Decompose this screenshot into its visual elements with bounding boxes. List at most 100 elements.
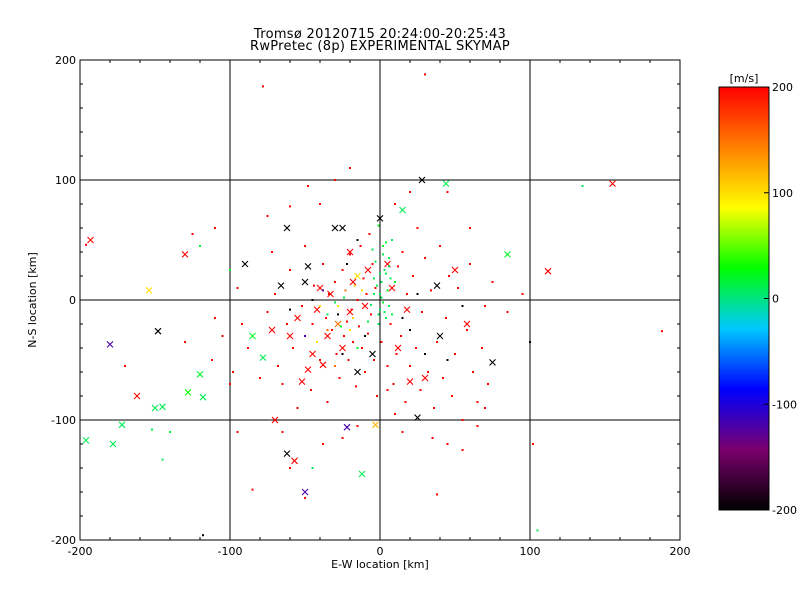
data-point-dot bbox=[236, 287, 239, 289]
data-point-dot bbox=[319, 359, 321, 361]
data-point-dot bbox=[380, 296, 383, 299]
x-tick-label: 100 bbox=[520, 545, 541, 558]
data-point-dot bbox=[361, 289, 363, 292]
data-point-dot bbox=[313, 284, 315, 287]
data-point-dot bbox=[491, 281, 494, 283]
data-point-dot bbox=[377, 313, 380, 316]
data-point-dot bbox=[247, 347, 249, 349]
data-point-dot bbox=[310, 389, 312, 391]
data-point-dot bbox=[296, 407, 299, 409]
colorbar-tick-label: -200 bbox=[772, 504, 797, 517]
data-point-cross bbox=[436, 332, 444, 340]
data-point-cross bbox=[283, 224, 291, 232]
data-point-dot bbox=[368, 233, 371, 235]
data-point-dot bbox=[377, 323, 380, 325]
data-point-dot bbox=[271, 251, 273, 253]
data-point-dot bbox=[341, 269, 344, 271]
data-point-dot bbox=[386, 389, 389, 391]
data-point-dot bbox=[341, 353, 344, 355]
data-point-cross bbox=[196, 371, 204, 378]
data-point-cross bbox=[82, 437, 90, 444]
data-point-cross bbox=[346, 248, 354, 256]
data-point-dot bbox=[301, 305, 303, 307]
data-point-dot bbox=[346, 320, 348, 323]
data-point-dot bbox=[337, 313, 339, 316]
data-point-dot bbox=[382, 301, 384, 304]
data-point-cross bbox=[403, 306, 411, 313]
y-tick-label: 0 bbox=[69, 294, 76, 307]
data-point-dot bbox=[319, 305, 321, 307]
data-point-dot bbox=[427, 371, 429, 373]
y-tick-label: -200 bbox=[51, 534, 76, 547]
data-point-dot bbox=[229, 383, 231, 385]
data-point-dot bbox=[286, 323, 288, 325]
x-tick-label: 200 bbox=[670, 545, 691, 558]
data-point-cross bbox=[301, 278, 309, 286]
data-point-dot bbox=[319, 203, 321, 205]
data-point-dot bbox=[388, 265, 390, 268]
data-point-dot bbox=[433, 407, 435, 409]
data-point-dot bbox=[338, 377, 341, 379]
data-point-dot bbox=[379, 308, 381, 311]
data-point-dot bbox=[383, 269, 386, 271]
data-point-dot bbox=[439, 245, 441, 247]
data-point-dot bbox=[421, 311, 423, 313]
data-point-dot bbox=[376, 284, 378, 287]
data-point-cross bbox=[199, 393, 207, 401]
data-point-dot bbox=[409, 365, 411, 367]
data-point-cross bbox=[406, 378, 414, 385]
data-point-dot bbox=[454, 353, 456, 355]
data-point-dot bbox=[304, 335, 306, 337]
data-point-dot bbox=[322, 289, 324, 292]
data-point-cross bbox=[399, 206, 406, 214]
data-point-dot bbox=[442, 377, 444, 379]
data-point-cross bbox=[609, 180, 616, 187]
data-point-dot bbox=[389, 323, 392, 325]
data-point-dot bbox=[326, 401, 329, 403]
data-point-cross bbox=[544, 267, 552, 275]
x-tick-label: 0 bbox=[377, 545, 384, 558]
data-point-dot bbox=[232, 371, 234, 373]
data-point-dot bbox=[367, 320, 369, 323]
data-point-dot bbox=[326, 313, 329, 316]
data-point-cross bbox=[87, 236, 94, 244]
data-point-dot bbox=[349, 167, 351, 169]
data-point-dot bbox=[529, 341, 531, 343]
data-point-cross bbox=[304, 263, 312, 270]
colorbar-tick-label: 100 bbox=[772, 187, 793, 200]
data-point-dot bbox=[401, 251, 404, 253]
data-point-dot bbox=[448, 275, 450, 277]
data-point-dot bbox=[370, 313, 372, 316]
data-point-dot bbox=[394, 203, 396, 205]
data-point-dot bbox=[401, 431, 404, 433]
data-point-dot bbox=[359, 245, 362, 247]
data-point-dot bbox=[289, 308, 291, 311]
data-point-dot bbox=[376, 395, 378, 397]
x-axis-ticks: -200 -100 0 100 200 bbox=[68, 60, 691, 558]
colorbar-tick-label: 200 bbox=[772, 81, 793, 94]
data-point-dot bbox=[394, 413, 396, 415]
data-point-dot bbox=[484, 305, 486, 307]
data-point-cross bbox=[331, 224, 339, 232]
data-point-dot bbox=[532, 443, 534, 445]
data-point-dot bbox=[350, 308, 353, 311]
data-point-cross bbox=[504, 251, 511, 258]
data-point-dot bbox=[424, 353, 426, 355]
data-point-dot bbox=[262, 85, 264, 88]
data-point-dot bbox=[383, 311, 386, 313]
data-point-dot bbox=[211, 359, 213, 361]
data-point-cross bbox=[376, 215, 384, 222]
colorbar-tick-label: 0 bbox=[772, 293, 779, 306]
data-point-cross bbox=[361, 302, 369, 310]
data-point-dot bbox=[169, 431, 171, 433]
data-point-dot bbox=[356, 425, 359, 427]
data-point-cross bbox=[388, 284, 396, 292]
data-point-cross bbox=[339, 224, 346, 232]
x-tick-label: -100 bbox=[218, 545, 243, 558]
data-point-cross bbox=[358, 470, 366, 478]
data-point-dot bbox=[221, 335, 224, 337]
data-point-dot bbox=[346, 263, 348, 265]
data-point-dot bbox=[521, 293, 524, 295]
data-point-cross bbox=[118, 421, 126, 429]
data-point-dot bbox=[124, 365, 126, 367]
